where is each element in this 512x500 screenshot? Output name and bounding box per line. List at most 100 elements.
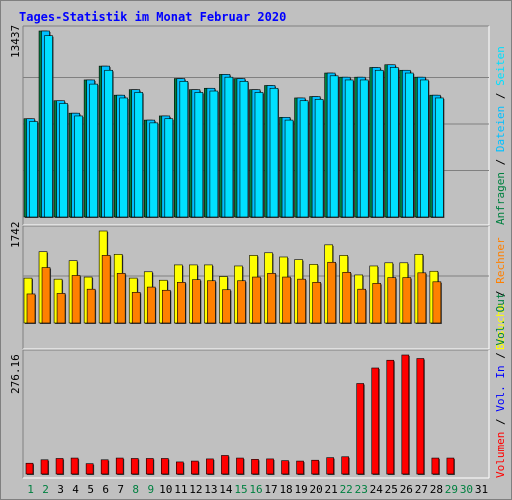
bar-rechner-day-19 <box>297 278 306 324</box>
x-tick-label: 3 <box>57 483 64 496</box>
bar-rechner-day-6 <box>101 255 111 324</box>
chart-title: Tages-Statistik im Monat Februar 2020 <box>19 10 287 24</box>
legend-volume: Volumen / Vol. In / Vol. Out <box>494 293 507 478</box>
bar-rechner-day-5 <box>86 288 96 324</box>
bar-volumen-day-7 <box>115 457 124 475</box>
legend-separator: / <box>494 284 507 304</box>
x-tick-label: 19 <box>294 483 307 496</box>
legend-item-vol_in: Vol. In <box>494 365 507 411</box>
bar-seiten-day-27 <box>420 79 429 218</box>
bar-seiten-day-13 <box>209 90 219 218</box>
bar-rechner-day-11 <box>177 282 186 324</box>
bar-rechner-day-4 <box>71 275 81 324</box>
bar-rechner-day-23 <box>357 288 367 324</box>
x-tick-label: 4 <box>72 483 79 496</box>
bar-seiten-day-20 <box>314 99 324 218</box>
legends: Anfragen / Dateien / Seiten Besuche / Rec… <box>494 46 507 478</box>
bar-seiten-day-16 <box>254 92 264 218</box>
bar-seiten-day-4 <box>74 115 83 218</box>
bar-volumen-day-24 <box>371 367 380 475</box>
x-tick-label: 5 <box>87 483 94 496</box>
x-tick-label: 10 <box>159 483 172 496</box>
x-tick-label: 22 <box>340 483 353 496</box>
bar-seiten-day-18 <box>284 119 294 218</box>
x-tick-label: 28 <box>430 483 443 496</box>
x-tick-label: 18 <box>279 483 292 496</box>
bar-rechner-day-10 <box>161 289 171 324</box>
x-tick-label: 25 <box>385 483 398 496</box>
x-tick-label: 7 <box>117 483 124 496</box>
bar-rechner-day-7 <box>116 273 126 324</box>
bar-rechner-day-15 <box>237 280 246 324</box>
bar-volumen-day-1 <box>25 462 34 475</box>
bar-volumen-day-17 <box>266 458 274 475</box>
bar-seiten-day-25 <box>389 67 399 218</box>
legend-item-vol_out: Vol. Out <box>494 293 507 346</box>
bar-volumen-day-23 <box>356 383 365 475</box>
bar-seiten-day-11 <box>179 81 189 218</box>
x-tick-label: 1 <box>27 483 34 496</box>
bar-seiten-day-8 <box>134 92 144 218</box>
panel-volume <box>23 350 489 478</box>
legend-item-rechner: Rechner <box>494 237 507 284</box>
legend-item-volumen: Volumen <box>494 432 507 478</box>
x-tick-label: 24 <box>370 483 384 496</box>
bar-seiten-day-17 <box>269 87 279 218</box>
x-tick-label: 12 <box>189 483 202 496</box>
bar-volumen-day-26 <box>401 354 410 475</box>
bar-rechner-day-25 <box>387 277 397 324</box>
x-tick-label: 30 <box>460 483 473 496</box>
x-tick-label: 17 <box>264 483 277 496</box>
bar-rechner-day-17 <box>267 273 276 324</box>
x-tick-label: 29 <box>445 483 458 496</box>
x-tick-label: 14 <box>219 483 233 496</box>
bar-volumen-day-6 <box>100 459 109 475</box>
bar-seiten-day-28 <box>435 97 444 218</box>
legend-separator: / <box>494 152 507 172</box>
bar-volumen-day-18 <box>281 460 289 475</box>
bar-volumen-day-10 <box>160 458 169 475</box>
bar-rechner-day-8 <box>131 292 141 324</box>
bar-volumen-day-16 <box>251 459 259 475</box>
bar-rechner-day-16 <box>252 276 261 324</box>
legend-separator: / <box>494 86 507 106</box>
bar-seiten-day-24 <box>374 69 384 218</box>
bar-rechner-day-9 <box>146 286 156 324</box>
x-tick-label: 6 <box>102 483 109 496</box>
bar-volumen-day-20 <box>311 459 319 475</box>
bar-seiten-day-26 <box>405 72 414 218</box>
bar-rechner-day-2 <box>41 267 51 324</box>
x-tick-label: 8 <box>132 483 139 496</box>
x-tick-label: 16 <box>249 483 262 496</box>
y-max-label-hits: 13437 <box>9 25 22 58</box>
bar-seiten-day-10 <box>164 118 174 218</box>
bar-seiten-day-1 <box>29 121 38 218</box>
bar-rechner-day-13 <box>207 280 216 324</box>
bar-volumen-day-25 <box>386 359 395 475</box>
bar-volumen-day-28 <box>431 457 440 475</box>
bar-rechner-day-26 <box>402 277 412 324</box>
bar-volumen-day-4 <box>70 457 79 475</box>
bar-volumen-day-22 <box>341 456 349 475</box>
legend-visits: Besuche / Rechner <box>494 237 507 350</box>
legend-separator: / <box>494 346 507 366</box>
bar-rechner-day-18 <box>282 276 291 324</box>
bar-rechner-day-1 <box>26 293 36 324</box>
bar-seiten-day-23 <box>359 79 369 218</box>
x-tick-label: 27 <box>415 483 428 496</box>
bar-seiten-day-7 <box>119 97 128 218</box>
bar-volumen-day-3 <box>55 458 64 475</box>
bar-volumen-day-12 <box>191 460 199 475</box>
x-tick-label: 20 <box>310 483 323 496</box>
bar-seiten-day-21 <box>329 75 339 218</box>
bar-seiten-day-2 <box>44 35 53 218</box>
y-axis-labels: 13437 1742 276.16 <box>9 25 22 394</box>
bar-seiten-day-14 <box>224 76 234 218</box>
bar-volumen-day-9 <box>145 458 154 475</box>
legend-item-besuche: Besuche <box>494 304 507 350</box>
x-tick-label: 26 <box>400 483 413 496</box>
legend-separator: / <box>494 412 507 432</box>
bar-volumen-day-11 <box>176 461 184 475</box>
bar-rechner-day-3 <box>56 293 66 324</box>
